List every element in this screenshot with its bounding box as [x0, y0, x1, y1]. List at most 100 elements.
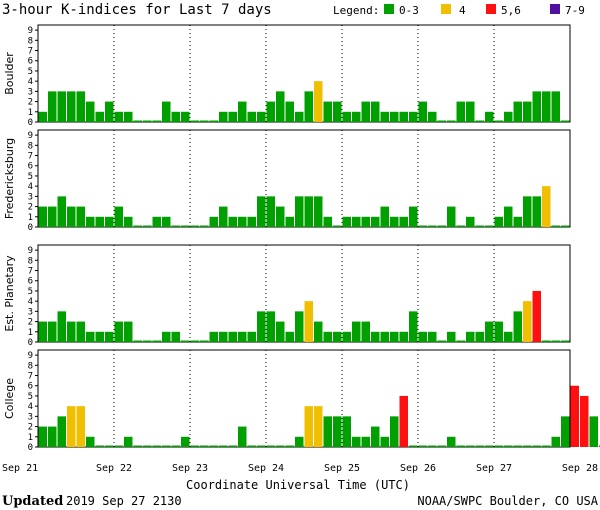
legend: 0-3 4 5,6 7-9 — [384, 4, 585, 17]
k-index-bar — [475, 331, 484, 342]
y-tick-label: 6 — [28, 57, 33, 67]
k-index-bar — [114, 111, 123, 122]
legend-label: Legend: — [333, 4, 379, 17]
legend-swatch-5-6 — [486, 4, 496, 14]
k-index-bar — [380, 331, 389, 342]
k-index-bar — [390, 216, 399, 227]
k-index-bar — [266, 311, 275, 342]
k-index-bar — [361, 216, 370, 227]
k-index-bar — [152, 445, 161, 447]
y-tick-label: 3 — [28, 192, 33, 202]
k-index-bar — [304, 406, 313, 447]
k-index-bar — [314, 406, 323, 447]
k-index-bar — [494, 120, 503, 122]
k-index-bar — [171, 331, 180, 342]
k-index-bar — [399, 111, 408, 122]
k-index-bar — [361, 321, 370, 342]
k-index-bar — [409, 445, 418, 447]
k-index-bar — [152, 120, 161, 122]
k-index-bar — [380, 111, 389, 122]
k-index-bar — [380, 206, 389, 227]
y-tick-label: 1 — [28, 108, 33, 118]
k-index-bar — [399, 395, 408, 447]
k-index-bar — [276, 445, 285, 447]
k-index-bar — [143, 120, 152, 122]
k-index-bar — [532, 196, 541, 227]
k-index-bar — [333, 416, 342, 447]
legend-label-7-9: 7-9 — [565, 4, 585, 17]
y-tick-label: 3 — [28, 87, 33, 97]
k-index-bar — [247, 216, 256, 227]
k-index-bar — [352, 321, 361, 342]
k-index-bar — [437, 225, 446, 227]
k-index-bar — [342, 416, 351, 447]
k-index-bar — [238, 426, 247, 447]
k-index-bar — [48, 426, 57, 447]
y-tick-label: 1 — [28, 433, 33, 443]
x-axis-labels: Sep 21 Sep 22 Sep 23 Sep 24 Sep 25 Sep 26 Sep … — [2, 463, 598, 474]
k-index-bar — [494, 445, 503, 447]
k-index-bar — [76, 91, 85, 122]
k-index-bar — [247, 111, 256, 122]
k-index-bar — [238, 216, 247, 227]
k-index-bar — [561, 120, 570, 122]
k-index-bar — [95, 331, 104, 342]
y-tick-label: 5 — [28, 287, 33, 297]
station-label: Boulder — [3, 52, 16, 95]
k-index-bar — [67, 321, 76, 342]
panel-frame — [37, 349, 571, 448]
k-index-bar — [228, 331, 237, 342]
y-tick-label: 2 — [28, 203, 33, 213]
y-tick-label: 4 — [28, 297, 33, 307]
y-tick-label: 5 — [28, 67, 33, 77]
y-tick-label: 6 — [28, 277, 33, 287]
k-index-bar — [143, 340, 152, 342]
k-index-bar — [390, 331, 399, 342]
legend-label-0-3: 0-3 — [399, 4, 419, 17]
k-index-bar — [333, 331, 342, 342]
k-index-bar — [504, 206, 513, 227]
k-index-bar — [57, 311, 66, 342]
k-index-bar — [57, 196, 66, 227]
k-index-bar — [105, 101, 114, 122]
k-index-bar — [532, 290, 541, 342]
k-index-bar — [285, 216, 294, 227]
k-index-bar — [114, 206, 123, 227]
y-tick-label: 7 — [28, 267, 33, 277]
y-tick-label: 1 — [28, 328, 33, 338]
k-index-bar — [276, 206, 285, 227]
k-index-bar — [38, 321, 47, 342]
k-index-bar — [342, 216, 351, 227]
k-index-bar — [200, 445, 209, 447]
k-index-bar — [428, 331, 437, 342]
k-index-bar — [276, 91, 285, 122]
k-index-bar — [247, 331, 256, 342]
k-index-bar — [67, 91, 76, 122]
y-tick-label: 9 — [28, 246, 33, 256]
k-index-bar — [361, 101, 370, 122]
panel-frame — [37, 129, 571, 228]
k-index-bar — [285, 445, 294, 447]
k-index-bar — [181, 225, 190, 227]
x-tick-label: Sep 27 — [476, 463, 512, 474]
k-index-bar — [95, 445, 104, 447]
k-index-bar — [209, 331, 218, 342]
k-index-bar — [200, 340, 209, 342]
k-index-bar — [76, 321, 85, 342]
k-index-bar — [447, 436, 456, 447]
k-index-bar — [371, 101, 380, 122]
k-index-bar — [418, 331, 427, 342]
y-tick-label: 9 — [28, 131, 33, 141]
k-index-bar — [513, 216, 522, 227]
y-tick-label: 2 — [28, 423, 33, 433]
k-index-bar — [67, 206, 76, 227]
k-index-bar — [295, 436, 304, 447]
k-index-bar — [409, 311, 418, 342]
k-index-bar — [114, 445, 123, 447]
k-index-bar — [95, 216, 104, 227]
k-index-bar — [542, 340, 551, 342]
y-tick-label: 9 — [28, 26, 33, 36]
k-index-bar — [580, 395, 589, 447]
panel-frame — [37, 24, 571, 123]
